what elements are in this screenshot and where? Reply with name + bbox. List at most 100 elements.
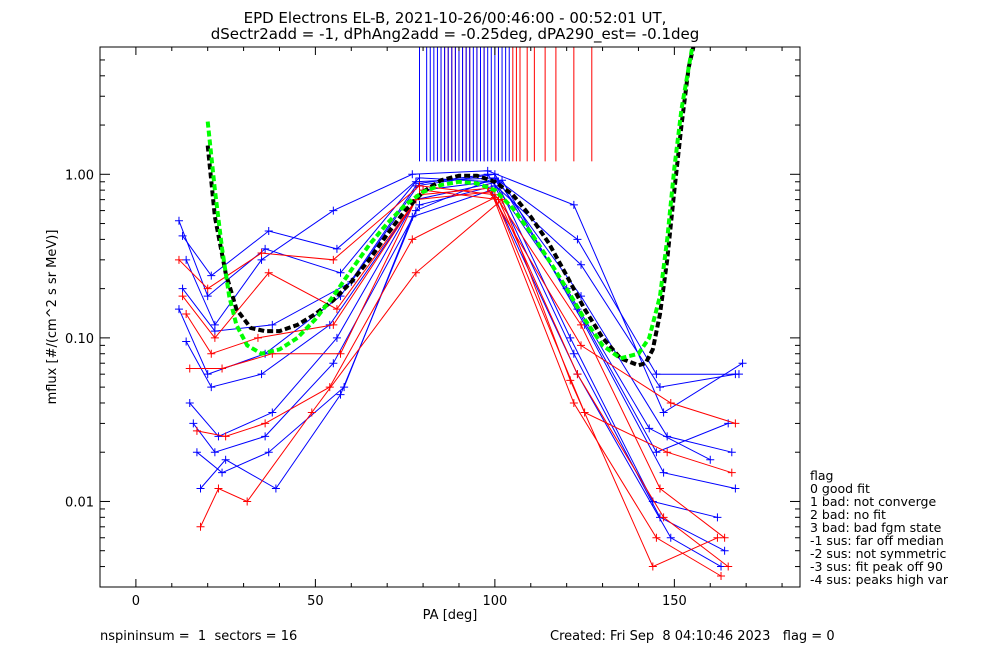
point-13-1 — [221, 432, 230, 441]
x-tick-label-3: 150 — [662, 594, 687, 609]
point-4-0 — [185, 398, 194, 407]
point-13-4 — [408, 235, 417, 244]
point-0-2 — [261, 244, 270, 253]
point-5-1 — [210, 448, 219, 457]
point-6-2 — [264, 448, 273, 457]
point-1-3 — [332, 244, 341, 253]
point-12-7 — [652, 533, 661, 542]
point-5-3 — [329, 359, 338, 368]
point-1-7 — [656, 383, 664, 392]
point-10-1 — [203, 284, 212, 293]
point-13-0 — [192, 426, 201, 435]
x-tick-label-0: 0 — [132, 594, 140, 609]
point-11-7 — [659, 513, 668, 522]
point-0-0 — [174, 216, 183, 225]
point-15-1 — [207, 349, 216, 358]
point-14-3 — [307, 408, 316, 417]
axes-layer: 0 50 100 150 0.01 0.10 1.00 — [65, 46, 800, 609]
point-4-8 — [727, 448, 736, 457]
point-7-0 — [182, 337, 191, 346]
legend: 0 good fit 1 bad: not converge 2 bad: no… — [810, 481, 949, 587]
point-5-8 — [720, 546, 729, 555]
point-8-8 — [713, 513, 722, 522]
point-10-6 — [577, 320, 586, 329]
point-10-8 — [720, 533, 729, 542]
point-1-2 — [264, 227, 273, 236]
point-5-6 — [569, 349, 578, 358]
x-axis-label: PA [deg] — [423, 608, 478, 623]
point-7-7 — [659, 468, 668, 477]
legend-title: flag — [810, 468, 833, 483]
point-8-6 — [566, 333, 575, 342]
legend-item-4: -1 sus: far off median — [810, 533, 944, 548]
fit-curve-black — [205, 47, 696, 368]
legend-item-3: 3 bad: bad fgm state — [810, 520, 942, 535]
point-6-8 — [717, 562, 726, 571]
legend-item-0: 0 good fit — [810, 481, 870, 496]
point-14-0 — [196, 522, 205, 531]
point-1-0 — [178, 231, 187, 240]
point-14-8 — [713, 533, 722, 542]
point-13-7 — [663, 448, 672, 457]
point-7-1 — [207, 383, 216, 392]
point-2-2 — [257, 255, 266, 264]
point-12-0 — [185, 364, 194, 373]
point-10-4 — [415, 181, 424, 190]
point-2-3 — [329, 206, 338, 215]
point-0-6 — [573, 235, 582, 244]
point-9-0 — [178, 284, 187, 293]
point-11-8 — [724, 562, 733, 571]
point-2-0 — [182, 255, 191, 264]
point-8-2 — [271, 484, 280, 493]
y-tick-label-0: 0.01 — [65, 495, 94, 510]
point-10-0 — [174, 255, 183, 264]
point-5-4 — [415, 200, 424, 209]
point-8-3 — [336, 390, 345, 399]
point-0-7 — [652, 370, 661, 379]
point-4-3 — [332, 333, 341, 342]
point-14-7 — [648, 562, 657, 571]
point-7-8 — [731, 484, 740, 493]
point-4-1 — [214, 432, 223, 441]
point-1-8 — [731, 370, 740, 379]
point-11-2 — [264, 268, 273, 277]
point-10-7 — [656, 484, 664, 493]
point-11-6 — [573, 370, 582, 379]
legend-item-5: -2 sus: not symmetric — [810, 546, 946, 561]
point-8-1 — [221, 455, 230, 464]
point-14-2 — [243, 497, 252, 506]
point-13-3 — [325, 383, 334, 392]
point-9-7 — [645, 424, 654, 433]
point-9-1 — [210, 327, 219, 336]
legend-item-7: -4 sus: peaks high var — [810, 572, 949, 587]
point-3-0 — [174, 305, 183, 314]
point-14-6 — [566, 376, 575, 385]
point-9-8 — [706, 455, 715, 464]
point-15-3 — [329, 320, 338, 329]
point-1-6 — [577, 260, 586, 269]
legend-item-6: -3 sus: fit peak off 90 — [810, 559, 943, 574]
point-2-6 — [569, 200, 578, 209]
point-4-2 — [268, 408, 277, 417]
data-layer — [174, 47, 747, 581]
point-1-1 — [207, 271, 216, 280]
point-6-0 — [192, 448, 201, 457]
footer-right: Created: Fri Sep 8 04:10:46 2023 flag = … — [550, 629, 835, 644]
plot-frame — [99, 46, 801, 588]
point-15-7 — [666, 398, 675, 407]
y-tick-label-2: 1.00 — [65, 168, 94, 183]
point-6-1 — [218, 468, 227, 477]
point-8-0 — [196, 484, 205, 493]
point-9-2 — [268, 320, 277, 329]
point-9-5 — [483, 170, 492, 179]
point-15-0 — [182, 309, 191, 318]
point-10-3 — [329, 255, 338, 264]
point-12-6 — [569, 398, 578, 407]
y-tick-label-1: 0.10 — [65, 332, 94, 347]
legend-item-2: 2 bad: no fit — [810, 507, 886, 522]
x-tick-label-1: 50 — [307, 594, 324, 609]
point-2-8 — [738, 359, 747, 368]
point-8-4 — [411, 206, 420, 215]
chart-title-line1: EPD Electrons EL-B, 2021-10-26/00:46:00 … — [244, 9, 667, 27]
